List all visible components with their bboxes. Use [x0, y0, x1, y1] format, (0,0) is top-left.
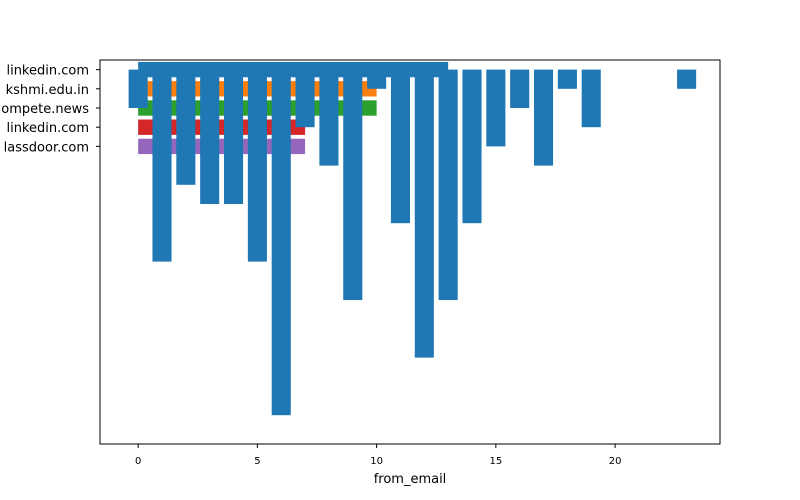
vertical-bar	[343, 69, 363, 300]
vertical-bar	[462, 69, 482, 224]
y-tick-label: lassdoor.com	[4, 140, 89, 155]
y-axis: linkedin.com kshmi.edu.in ompete.news linke…	[1, 64, 100, 155]
vertical-bar	[510, 69, 530, 108]
vertical-bar	[271, 69, 291, 416]
vertical-bar	[128, 69, 148, 108]
vertical-bar	[367, 69, 387, 89]
vertical-bar	[390, 69, 410, 224]
x-tick-label: 10	[370, 456, 383, 467]
vertical-bar	[319, 69, 339, 166]
y-tick-label: linkedin.com	[6, 64, 89, 79]
vertical-bar	[581, 69, 601, 128]
x-tick-label: 20	[609, 456, 622, 467]
x-tick-label: 15	[489, 456, 502, 467]
vertical-bar	[152, 69, 172, 262]
x-tick-label: 5	[254, 456, 260, 467]
bars-layer	[128, 61, 697, 416]
plot-frame	[99, 59, 721, 445]
vertical-bar	[534, 69, 554, 166]
vertical-bar	[438, 69, 458, 300]
y-tick-label: kshmi.edu.in	[6, 83, 89, 98]
vertical-bar	[557, 69, 577, 89]
vertical-bar	[414, 69, 434, 358]
vertical-bar	[224, 69, 244, 204]
vertical-bar	[200, 69, 220, 204]
y-tick-label: linkedin.com	[6, 121, 89, 136]
vertical-bar	[247, 69, 267, 262]
vertical-bar	[295, 69, 315, 128]
x-tick-label: 0	[135, 456, 141, 467]
x-axis-label: from_email	[374, 472, 447, 487]
vertical-bar	[176, 69, 196, 185]
vertical-bar	[486, 69, 506, 147]
vertical-bar	[677, 69, 697, 89]
x-axis: 0 5 10 15 20	[135, 444, 621, 467]
y-tick-label: ompete.news	[1, 102, 89, 117]
